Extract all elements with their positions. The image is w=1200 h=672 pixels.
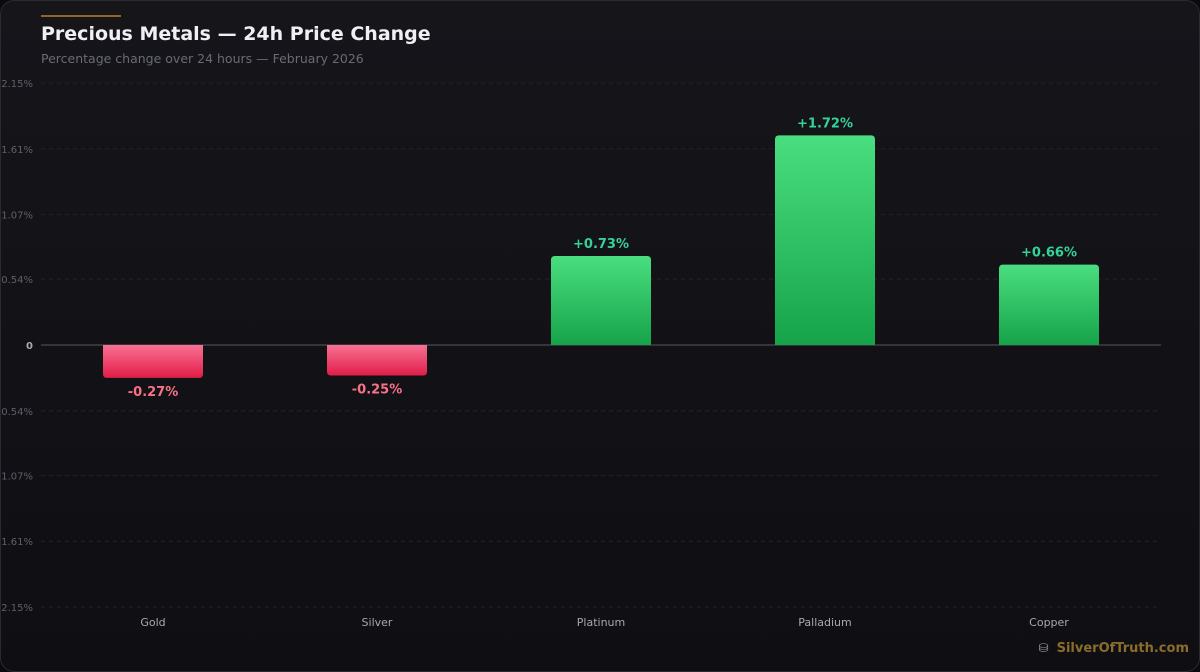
y-tick-label: 1.61%: [1, 145, 33, 156]
y-tick-label: 2.15%: [1, 79, 33, 90]
chart-subtitle: Percentage change over 24 hours — Februa…: [41, 51, 364, 66]
ingots-icon: ⛁: [1038, 641, 1049, 655]
data-label: +0.66%: [1021, 246, 1077, 261]
y-tick-label: -1.07%: [1, 471, 33, 482]
accent-line: [41, 15, 121, 17]
x-tick-label: Palladium: [798, 616, 851, 629]
data-label: -0.27%: [128, 385, 179, 400]
x-tick-label: Platinum: [577, 616, 625, 629]
y-tick-label: -0.54%: [1, 407, 33, 418]
y-tick-label: -2.15%: [1, 603, 33, 614]
brand-watermark: ⛁ SilverOfTruth.com: [1039, 641, 1189, 656]
bar-gold: [103, 345, 203, 378]
bar-platinum: [551, 256, 651, 345]
bar-copper: [999, 264, 1099, 345]
data-label: -0.25%: [352, 382, 403, 397]
x-tick-label: Copper: [1029, 616, 1069, 629]
x-tick-label: Gold: [140, 616, 165, 629]
y-tick-label: 0.54%: [1, 275, 33, 286]
chart-title: Precious Metals — 24h Price Change: [41, 23, 431, 45]
y-tick-label: -1.61%: [1, 537, 33, 548]
x-tick-label: Silver: [362, 616, 393, 629]
y-tick-label: 1.07%: [1, 211, 33, 222]
data-label: +1.72%: [797, 116, 853, 131]
bar-palladium: [775, 135, 875, 345]
data-label: +0.73%: [573, 237, 629, 252]
y-tick-label: 0: [26, 341, 33, 352]
brand-text: SilverOfTruth.com: [1056, 641, 1189, 656]
bar-silver: [327, 345, 427, 376]
